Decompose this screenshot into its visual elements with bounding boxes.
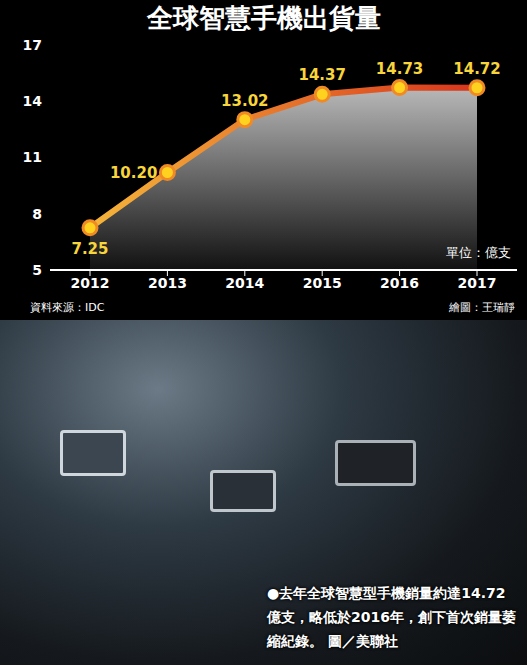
html-text:●去年全球智慧型手機銷量約達14.72億支，略低於2016年: ●去年全球智慧型手機銷量約達14.72億支，略低於2016年，創下首次銷量萎縮紀… <box>267 585 516 649</box>
svg-text:2017: 2017 <box>458 275 497 291</box>
svg-text:17: 17 <box>23 37 42 53</box>
html-text:資料來源：IDC: 資料來源：IDC <box>30 301 105 314</box>
html-text:單位：億支: 單位：億支 <box>446 245 511 260</box>
html-text:繪圖：王瑞靜: 繪圖：王瑞靜 <box>449 301 515 314</box>
svg-text:11: 11 <box>23 149 42 165</box>
svg-text:2015: 2015 <box>303 275 342 291</box>
svg-text:7.25: 7.25 <box>71 240 108 258</box>
svg-text:5: 5 <box>32 262 42 278</box>
svg-text:2012: 2012 <box>71 275 110 291</box>
svg-text:2016: 2016 <box>380 275 419 291</box>
svg-text:2013: 2013 <box>148 275 187 291</box>
svg-text:8: 8 <box>32 206 42 222</box>
svg-text:14.37: 14.37 <box>298 66 345 84</box>
svg-text:13.02: 13.02 <box>221 92 268 110</box>
svg-text:10.20: 10.20 <box>110 164 157 182</box>
svg-text:14: 14 <box>23 93 43 109</box>
svg-text:14.73: 14.73 <box>376 60 423 78</box>
svg-text:2014: 2014 <box>225 275 264 291</box>
html-text:全球智慧手機出貨量: 全球智慧手機出貨量 <box>146 3 381 33</box>
svg-text:14.72: 14.72 <box>453 60 500 78</box>
